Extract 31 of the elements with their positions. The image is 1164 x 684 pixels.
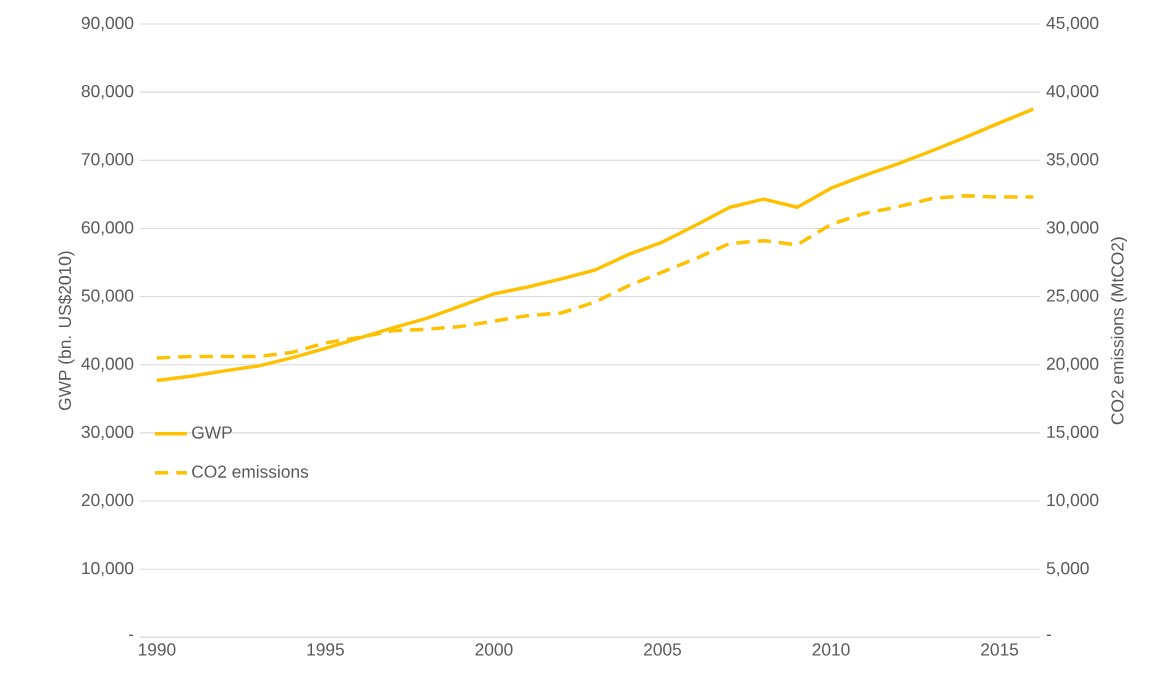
y2-tick-label: 40,000 xyxy=(1046,84,1099,100)
y-tick-label: 10,000 xyxy=(82,562,134,577)
y2-tick-label: 10,000 xyxy=(1047,493,1099,509)
y-tick-label: 20,000 xyxy=(81,493,134,509)
y-tick-label: 50,000 xyxy=(81,289,134,304)
y-tick-label: 30,000 xyxy=(81,425,134,441)
legend-label: CO2 emissions xyxy=(192,465,309,478)
x-tick-label: 2010 xyxy=(812,643,850,656)
x-tick-label: 2015 xyxy=(981,643,1019,656)
y2-tick-label: 45,000 xyxy=(1046,16,1099,32)
x-tick-label: 2000 xyxy=(475,643,513,656)
y2-tick-label: 30,000 xyxy=(1046,221,1099,236)
y-tick-label: 80,000 xyxy=(81,84,134,100)
x-tick-label: 1995 xyxy=(307,643,344,656)
legend-label: GWP xyxy=(192,426,232,439)
y-tick-label: 70,000 xyxy=(81,153,134,168)
y2-axis-title: CO2 emissions (MtCO2) xyxy=(1110,237,1128,425)
y-tick-label: 40,000 xyxy=(81,357,134,372)
line-series xyxy=(155,107,1035,383)
y-tick-label: 60,000 xyxy=(81,221,134,236)
y2-tick-label: 25,000 xyxy=(1046,289,1099,304)
y2-tick-label: 20,000 xyxy=(1046,357,1099,372)
y2-tick-label: 5,000 xyxy=(1046,562,1089,577)
y2-tick-label: - xyxy=(1046,634,1052,637)
x-tick-label: 2005 xyxy=(644,643,682,656)
y2-tick-label: 35,000 xyxy=(1046,153,1099,168)
y-tick-label: 90,000 xyxy=(81,16,134,32)
y2-tick-label: 15,000 xyxy=(1047,425,1099,441)
x-tick-label: 1990 xyxy=(138,643,176,656)
y-axis-title: GWP (bn. US$2010) xyxy=(58,251,75,411)
y-tick-label: - xyxy=(128,634,134,637)
